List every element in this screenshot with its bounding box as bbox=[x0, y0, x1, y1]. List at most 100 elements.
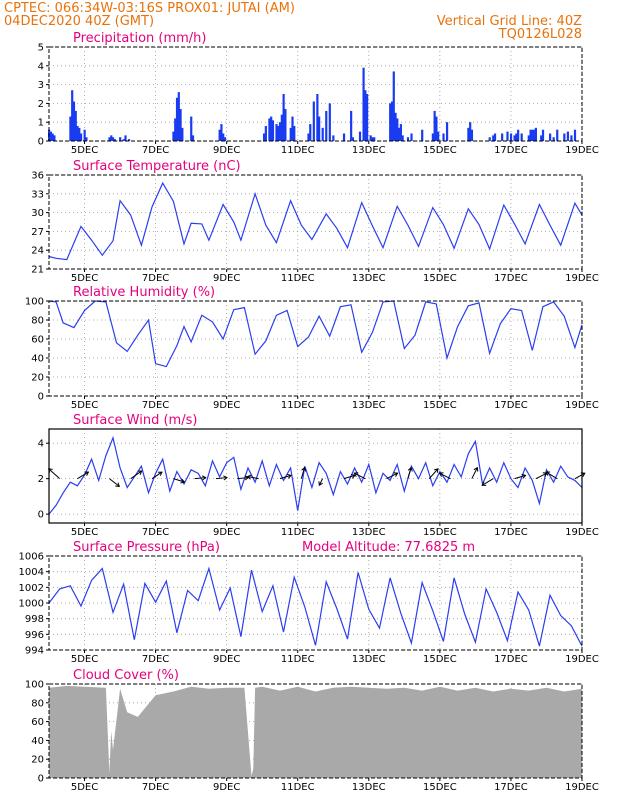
precip-bar bbox=[350, 110, 353, 141]
precip-bar bbox=[520, 133, 523, 141]
precip-bar bbox=[364, 90, 367, 141]
precip-bar bbox=[220, 124, 223, 141]
precip-bar bbox=[262, 133, 266, 141]
y-tick-label: 2 bbox=[38, 99, 44, 110]
precip-bar bbox=[177, 92, 180, 141]
precip-bar bbox=[371, 137, 374, 141]
precip-frame bbox=[48, 46, 583, 142]
y-tick-label: 996 bbox=[25, 630, 44, 641]
wind-vector bbox=[574, 472, 586, 480]
x-tick-label: 11DEC bbox=[281, 273, 315, 284]
x-tick-label: 5DEC bbox=[71, 654, 98, 665]
precip-bar bbox=[76, 125, 79, 141]
x-tick-label: 9DEC bbox=[213, 400, 240, 411]
precip-bar bbox=[563, 133, 566, 141]
y-tick-label: 20 bbox=[31, 755, 44, 766]
x-tick-label: 13DEC bbox=[352, 273, 386, 284]
wind-vector bbox=[386, 472, 399, 480]
precip-bar bbox=[72, 101, 76, 141]
y-tick-label: 100 bbox=[25, 680, 44, 691]
rh-frame bbox=[48, 300, 583, 397]
precip-bar bbox=[392, 71, 395, 141]
x-tick-label: 17DEC bbox=[494, 273, 528, 284]
wind-vector bbox=[545, 471, 558, 480]
x-tick-label: 17DEC bbox=[494, 782, 528, 793]
wind-vector bbox=[343, 473, 356, 480]
precip-bar bbox=[223, 137, 227, 141]
wind-vector bbox=[481, 478, 494, 486]
precip-bar bbox=[509, 133, 513, 141]
precip-bar bbox=[110, 135, 113, 141]
precip-bar bbox=[492, 135, 495, 141]
wind-vector bbox=[194, 475, 207, 481]
precip-bar bbox=[293, 125, 296, 141]
x-tick-label: 13DEC bbox=[352, 400, 386, 411]
pressure-frame bbox=[48, 555, 583, 651]
precip-bar bbox=[119, 137, 122, 141]
wind-panel: 0 2 4 5DEC 7DEC 9DEC 11DEC 13DEC 15DEC 17DEC 19DEC… bbox=[38, 413, 599, 538]
wind-vector bbox=[109, 478, 121, 487]
precip-bar bbox=[534, 127, 538, 141]
wind-vector bbox=[77, 471, 90, 480]
precip-bar bbox=[111, 137, 115, 141]
precip-bar bbox=[284, 109, 287, 141]
precip-bar bbox=[437, 131, 440, 141]
precip-bar bbox=[366, 94, 369, 141]
y-tick-label: 994 bbox=[25, 646, 44, 657]
x-tick-label: 9DEC bbox=[213, 782, 240, 793]
precip-bar bbox=[291, 116, 294, 141]
cloud-cover-area bbox=[49, 685, 582, 778]
wind-vector bbox=[318, 478, 324, 487]
precip-bar bbox=[362, 67, 365, 141]
precip-bar bbox=[124, 135, 127, 141]
precip-bar bbox=[218, 129, 221, 141]
precip-bar bbox=[389, 103, 392, 141]
y-tick-label: 4 bbox=[38, 439, 44, 450]
y-tick-label: 2 bbox=[38, 474, 44, 485]
precip-bar bbox=[275, 124, 278, 141]
y-tick-label: 100 bbox=[25, 297, 44, 308]
y-tick-label: 1000 bbox=[19, 599, 44, 610]
y-tick-label: 20 bbox=[31, 373, 44, 384]
x-tick-label: 13DEC bbox=[352, 782, 386, 793]
precip-bar bbox=[513, 135, 516, 141]
wind-vector bbox=[130, 470, 143, 480]
y-tick-label: 60 bbox=[31, 717, 44, 728]
precip-bar bbox=[399, 124, 402, 141]
precip-bar bbox=[74, 110, 77, 141]
precip-bar bbox=[271, 120, 275, 141]
precip-bar bbox=[222, 133, 225, 141]
x-tick-label: 13DEC bbox=[352, 145, 386, 156]
header-init-time: 04DEC2020 40Z (GMT) bbox=[4, 14, 154, 29]
cloud-title: Cloud Cover (%) bbox=[73, 668, 179, 683]
y-tick-label: 80 bbox=[31, 698, 44, 709]
x-tick-label: 5DEC bbox=[71, 782, 98, 793]
y-tick-label: 1004 bbox=[19, 567, 44, 578]
precip-bar bbox=[280, 114, 283, 141]
precip-bar bbox=[541, 129, 545, 141]
precip-bar bbox=[278, 122, 282, 141]
y-tick-label: 1 bbox=[38, 118, 44, 129]
y-tick-label: 40 bbox=[31, 354, 44, 365]
precip-bar bbox=[552, 137, 555, 141]
wind-vector bbox=[471, 466, 479, 479]
y-tick-label: 0 bbox=[38, 137, 44, 148]
x-tick-label: 11DEC bbox=[281, 527, 315, 538]
y-tick-label: 33 bbox=[31, 189, 44, 200]
precip-bar bbox=[181, 127, 184, 141]
x-tick-label: 15DEC bbox=[423, 654, 457, 665]
precip-bar bbox=[51, 133, 54, 141]
wind-vector bbox=[428, 468, 439, 479]
precip-bar bbox=[369, 135, 372, 141]
precip-bar bbox=[191, 135, 195, 141]
x-tick-label: 9DEC bbox=[213, 654, 240, 665]
x-tick-label: 17DEC bbox=[494, 145, 528, 156]
rh-title: Relative Humidity (%) bbox=[73, 285, 215, 300]
precip-bar bbox=[573, 129, 577, 141]
temp-panel: 21 24 27 30 33 36 5DEC 7DEC 9DEC 11DEC 13DEC 15DEC 1… bbox=[31, 159, 599, 284]
x-tick-label: 17DEC bbox=[494, 400, 528, 411]
header-location: CPTEC: 066:34W-03:16S PROX01: JUTAI (AM) bbox=[4, 1, 295, 16]
precip-bar bbox=[78, 127, 81, 141]
wind-vector bbox=[246, 474, 259, 480]
precip-panel: 0 1 2 3 4 5 5DEC 7DEC 9DEC 11DEC 13DEC 15DEC 17DEC 19… bbox=[38, 31, 599, 156]
